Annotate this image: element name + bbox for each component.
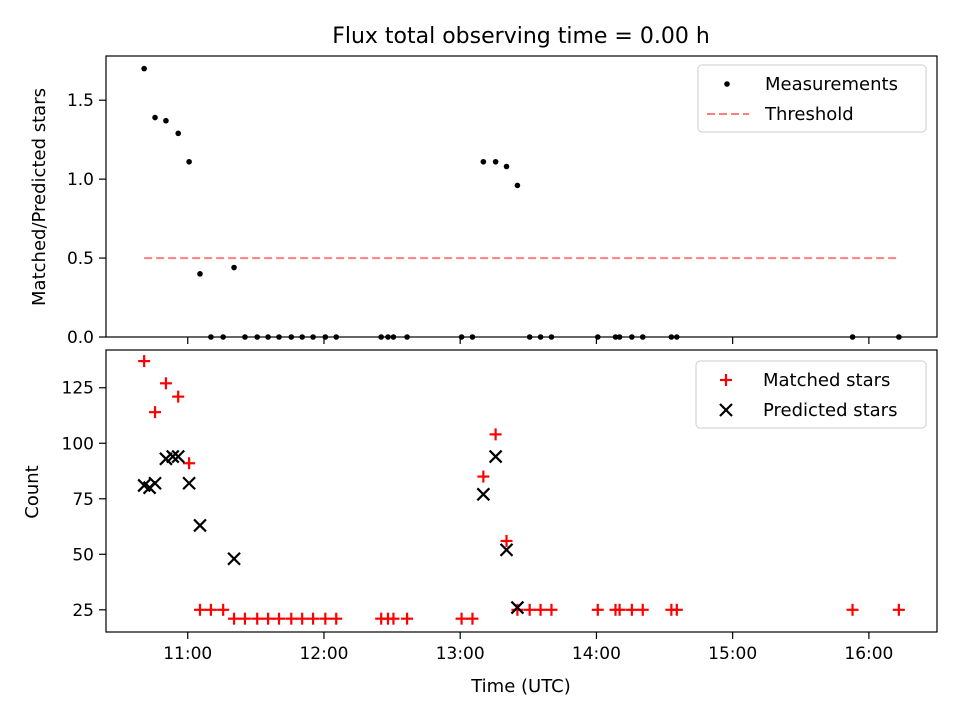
measurement-point	[492, 158, 499, 165]
legend-measurements-label: Measurements	[765, 74, 898, 95]
matched-stars-point	[172, 390, 185, 403]
legend-predicted-label: Predicted stars	[763, 400, 897, 421]
legend-threshold-label: Threshold	[764, 104, 854, 125]
matched-stars-point	[523, 603, 536, 616]
predicted-stars-point	[499, 543, 514, 557]
matched-stars-point	[330, 612, 343, 625]
matched-stars-point	[228, 612, 241, 625]
measurement-point	[186, 158, 192, 165]
matched-stars-point	[307, 612, 320, 625]
matched-stars-point	[159, 377, 172, 390]
x-axis-label: Time (UTC)	[470, 676, 571, 697]
bottom-y-tick-label: 125	[62, 379, 94, 399]
measurement-point	[480, 158, 487, 165]
x-tick-label: 11:00	[163, 644, 212, 664]
matched-stars-point	[387, 612, 400, 625]
predicted-stars-point	[165, 449, 180, 464]
predicted-stars-point	[193, 518, 207, 533]
matched-stars-point	[466, 612, 479, 625]
top-y-ticks: 0.0 0.5 1.0 1.5	[67, 91, 106, 348]
matched-stars-point	[296, 612, 309, 625]
matched-stars-point	[613, 603, 626, 616]
matched-stars-point	[545, 603, 558, 616]
matched-stars-point	[534, 603, 547, 616]
matched-stars-point	[591, 603, 604, 616]
matched-stars-point	[183, 457, 196, 470]
matched-stars-point	[262, 612, 275, 625]
measurement-point	[152, 114, 158, 121]
x-tick-label: 16:00	[844, 644, 893, 664]
matched-stars-point	[670, 603, 683, 616]
bottom-y-tick-label: 50	[72, 545, 94, 565]
bottom-plot-area	[137, 355, 905, 625]
bottom-y-tick-label: 100	[62, 434, 94, 454]
matched-stars-point	[489, 428, 502, 441]
bottom-y-tick-label: 25	[72, 601, 94, 621]
matched-stars-point	[846, 603, 859, 616]
bottom-y-tick-label: 75	[72, 490, 94, 510]
predicted-stars-point	[227, 551, 241, 566]
legend-matched-marker	[720, 374, 732, 386]
predicted-stars-point	[510, 600, 525, 615]
top-y-axis-label: Matched/Predicted stars	[29, 88, 50, 306]
matched-stars-point	[193, 603, 206, 616]
measurement-point	[197, 271, 203, 277]
matched-stars-point	[319, 612, 332, 625]
matched-stars-point	[500, 534, 513, 547]
predicted-stars-point	[148, 476, 162, 491]
predicted-stars-point	[171, 449, 185, 464]
top-legend-box	[697, 64, 927, 133]
measurement-point	[514, 182, 521, 189]
measurement-point	[175, 130, 182, 137]
matched-stars-point	[477, 470, 490, 483]
x-tick-label: 15:00	[708, 644, 757, 664]
x-tick-label: 12:00	[299, 644, 348, 664]
matched-stars-point	[204, 603, 217, 616]
top-panel: Flux total observing time = 0.00 h Match…	[29, 24, 938, 348]
bottom-axes-frame	[105, 349, 938, 633]
bottom-legend-box	[695, 360, 927, 429]
top-y-tick-label: 0.0	[67, 328, 94, 348]
matched-stars-point	[138, 355, 151, 368]
measurement-point	[503, 163, 510, 170]
bottom-y-ticks: 25 50 75 100 125	[62, 379, 106, 621]
matched-stars-point	[251, 612, 264, 625]
matched-stars-point	[217, 603, 230, 616]
top-legend: Measurements Threshold	[697, 64, 927, 133]
bottom-x-ticks: 11:00 12:00 13:00 14:00 15:00 16:00	[163, 632, 893, 664]
measurement-point	[163, 117, 169, 124]
legend-matched-label: Matched stars	[763, 370, 890, 391]
top-y-tick-label: 1.5	[67, 91, 94, 111]
bottom-legend: Matched stars Predicted stars	[695, 360, 927, 429]
matched-stars-point	[636, 603, 649, 616]
matched-stars-point	[285, 612, 298, 625]
top-y-tick-label: 0.5	[67, 249, 94, 269]
predicted-stars-point	[488, 449, 503, 464]
chart-title: Flux total observing time = 0.00 h	[332, 24, 710, 49]
predicted-stars-point	[182, 476, 196, 491]
matched-stars-point	[511, 603, 524, 616]
matched-stars-point	[455, 612, 468, 625]
matched-stars-point	[401, 612, 414, 625]
predicted-stars-point	[476, 487, 491, 502]
matched-stars-point	[625, 603, 638, 616]
matched-stars-point	[149, 406, 162, 419]
top-axes-frame	[105, 55, 938, 338]
bottom-panel: Count Time (UTC) 25 50 75 100 125 11:00 12:00…	[22, 349, 938, 697]
matched-stars-point	[273, 612, 286, 625]
matched-stars-point	[238, 612, 251, 625]
x-tick-label: 13:00	[436, 644, 485, 664]
matched-stars-point	[892, 603, 905, 616]
bottom-y-axis-label: Count	[22, 465, 43, 518]
x-tick-label: 14:00	[572, 644, 621, 664]
measurement-point	[231, 264, 237, 271]
legend-predicted-marker	[719, 403, 733, 417]
legend-measurements-marker	[724, 81, 730, 87]
measurement-point	[141, 65, 147, 72]
top-y-tick-label: 1.0	[67, 170, 94, 190]
